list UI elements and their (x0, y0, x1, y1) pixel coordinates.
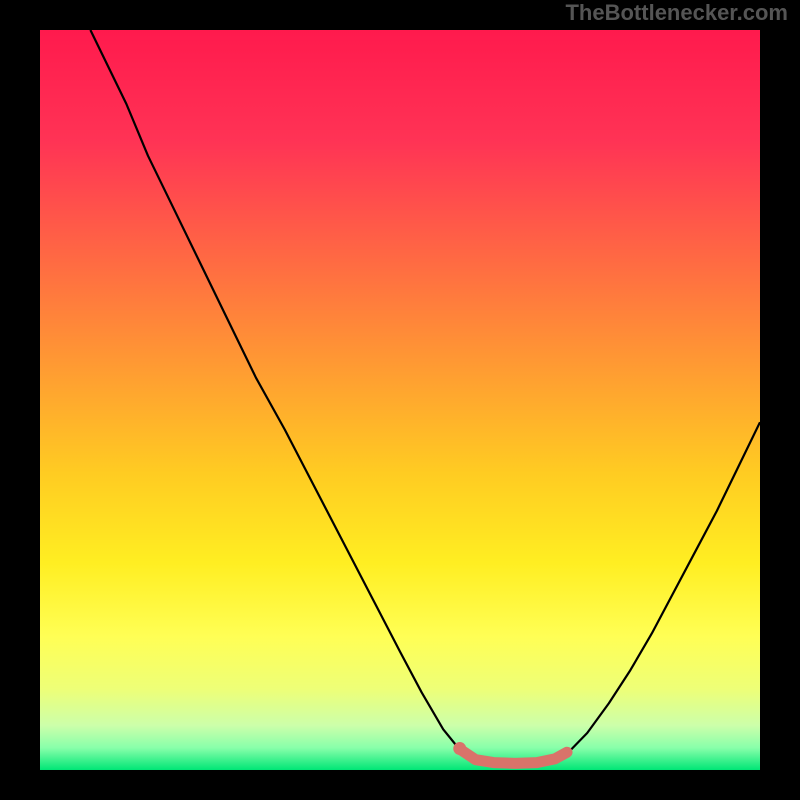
highlight-start-dot (453, 742, 466, 755)
watermark-text: TheBottlenecker.com (565, 0, 788, 26)
bottleneck-chart: TheBottlenecker.com (0, 0, 800, 800)
chart-svg (0, 0, 800, 800)
